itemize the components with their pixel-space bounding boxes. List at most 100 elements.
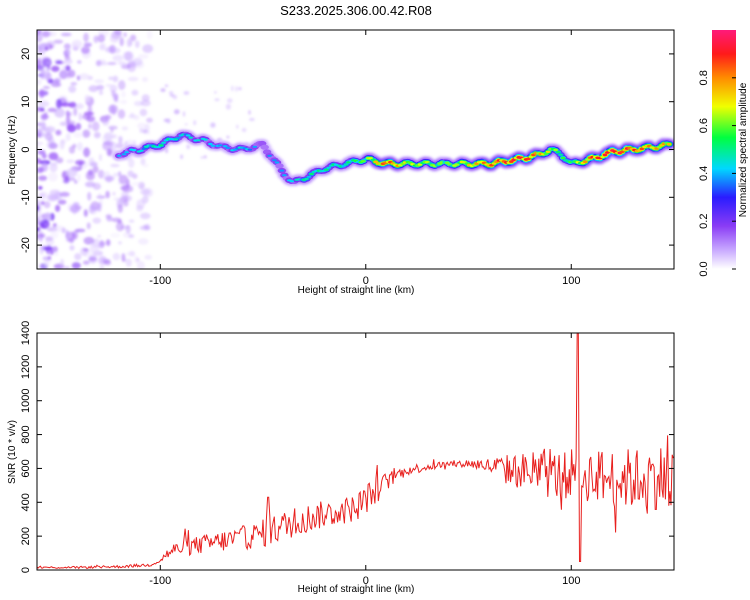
- noise-speckle: [86, 222, 91, 230]
- noise-speckle: [88, 254, 98, 264]
- ridge-blob: [185, 134, 191, 137]
- spectrogram-x-tick-label: 100: [562, 275, 580, 287]
- noise-speckle: [64, 58, 73, 65]
- ridge-group: [111, 129, 674, 187]
- noise-speckle: [139, 108, 148, 117]
- noise-speckle: [110, 142, 118, 151]
- noise-speckle: [134, 40, 140, 49]
- noise-speckle: [122, 51, 132, 61]
- snr-series-line: [37, 333, 674, 570]
- noise-speckle: [37, 30, 42, 36]
- noise-speckle: [93, 35, 99, 44]
- noise-speckle: [142, 44, 154, 53]
- ridge-blob: [656, 146, 662, 149]
- noise-speckle: [121, 64, 131, 70]
- spectrogram-y-tick-label: 20: [20, 48, 32, 60]
- noise-speckle: [73, 107, 78, 117]
- noise-speckle: [92, 217, 102, 224]
- noise-speckle: [226, 135, 230, 139]
- colorbar-ticks: 0.0 0.2 0.4 0.6 0.8: [698, 70, 736, 277]
- noise-speckle: [140, 157, 146, 166]
- noise-speckle: [75, 123, 82, 130]
- ridge-blob: [289, 180, 295, 183]
- snr-frame: [36, 332, 675, 571]
- noise-speckle: [83, 209, 88, 217]
- ridge-blob: [639, 147, 645, 151]
- noise-speckle: [112, 252, 121, 261]
- ridge-blob: [326, 166, 332, 169]
- noise-speckle: [55, 60, 63, 64]
- noise-speckle: [80, 247, 89, 256]
- noise-speckle: [112, 54, 124, 62]
- noise-speckle: [200, 156, 204, 159]
- noise-speckle: [133, 255, 139, 264]
- ridge-blob: [346, 161, 351, 164]
- noise-speckle: [37, 205, 40, 212]
- noise-speckle: [40, 69, 46, 80]
- ridge-blob: [282, 174, 287, 177]
- noise-speckle: [42, 246, 54, 251]
- ridge-blob: [116, 154, 122, 157]
- ridge-blob: [304, 177, 309, 180]
- noise-speckle: [146, 30, 153, 40]
- noise-speckle: [121, 253, 126, 262]
- noise-speckle: [103, 132, 113, 141]
- noise-speckle: [96, 85, 104, 90]
- noise-speckle: [78, 112, 82, 121]
- ridge-blob: [158, 144, 164, 147]
- noise-speckle: [37, 132, 41, 138]
- spectrogram-x-tick-label: 0: [363, 275, 369, 287]
- noise-speckle: [52, 223, 58, 228]
- ridge-blob: [619, 150, 625, 154]
- noise-speckle: [97, 234, 102, 238]
- noise-speckle: [74, 159, 86, 166]
- ridge-blob: [511, 158, 516, 162]
- ridge-blob: [210, 144, 216, 147]
- noise-speckle: [112, 75, 119, 83]
- noise-speckle: [84, 181, 96, 188]
- noise-speckle: [113, 197, 123, 201]
- noise-speckle: [112, 47, 121, 54]
- noise-speckle: [248, 110, 251, 115]
- noise-speckle: [97, 202, 102, 212]
- snr-y-tick-label: 400: [20, 493, 32, 511]
- noise-speckle: [131, 89, 139, 96]
- ridge-blob: [491, 162, 497, 165]
- noise-speckle: [72, 43, 79, 48]
- noise-speckle: [44, 222, 50, 227]
- noise-speckle: [70, 82, 78, 86]
- ridge-blob: [343, 163, 349, 166]
- spectrogram-y-tick-label: -10: [20, 189, 32, 205]
- ridge-blob: [225, 146, 230, 149]
- noise-speckle: [136, 199, 146, 210]
- ridge-blob: [306, 175, 312, 178]
- noise-speckle: [47, 193, 58, 202]
- noise-speckle: [38, 89, 45, 98]
- noise-speckle: [74, 253, 82, 261]
- noise-speckle: [182, 111, 186, 117]
- noise-speckle-group: [37, 30, 255, 269]
- noise-speckle: [73, 132, 83, 138]
- noise-speckle: [37, 144, 41, 148]
- noise-speckle: [88, 169, 93, 177]
- ridge-blob: [553, 148, 558, 152]
- ridge-blob: [188, 136, 193, 139]
- noise-speckle: [53, 39, 64, 44]
- noise-speckle: [123, 200, 129, 207]
- noise-speckle: [51, 65, 60, 72]
- noise-speckle: [98, 89, 104, 96]
- noise-speckle: [203, 155, 207, 159]
- noise-speckle: [63, 178, 70, 184]
- noise-speckle: [168, 91, 174, 95]
- noise-speckle: [107, 62, 117, 65]
- snr-y-tick-label: 200: [20, 527, 32, 545]
- ridge-blob: [161, 141, 166, 144]
- noise-speckle: [112, 191, 116, 196]
- noise-speckle: [41, 30, 50, 38]
- ridge-blob: [558, 153, 563, 156]
- noise-speckle: [48, 136, 55, 147]
- ridge-blob: [526, 157, 531, 161]
- noise-speckle: [82, 260, 90, 265]
- ridge-blob: [341, 165, 346, 168]
- ridge-blob: [176, 136, 181, 139]
